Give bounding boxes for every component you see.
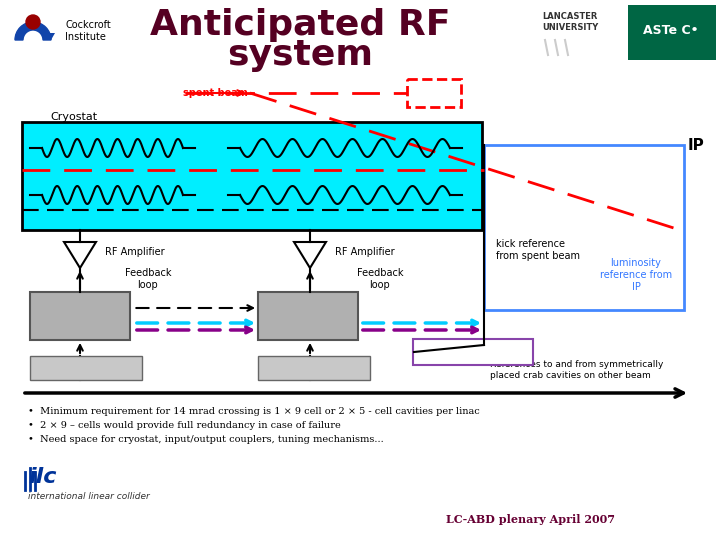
Bar (628, 5, 716, 60)
Text: Anticipated RF: Anticipated RF (150, 8, 450, 42)
Bar (30, 356, 142, 380)
Text: LC-ABD plenary April 2007: LC-ABD plenary April 2007 (446, 514, 614, 525)
Text: RF Amplifier: RF Amplifier (105, 247, 165, 257)
Text: LANCASTER
UNIVERSITY: LANCASTER UNIVERSITY (542, 12, 598, 32)
Text: ~ 14 m: ~ 14 m (582, 218, 624, 228)
Bar (484, 145, 684, 310)
Text: RF Amplifier: RF Amplifier (335, 247, 395, 257)
Text: Reference Phase 1: Reference Phase 1 (272, 363, 356, 373)
Text: Feedback
loop: Feedback loop (356, 268, 403, 289)
Text: system: system (227, 38, 373, 72)
FancyBboxPatch shape (407, 79, 461, 107)
Text: Reference Phase 2: Reference Phase 2 (44, 363, 128, 373)
Bar (258, 292, 358, 340)
Text: international linear collider: international linear collider (28, 492, 150, 501)
Text: Cockcroft
Institute: Cockcroft Institute (65, 20, 111, 42)
Text: •  Minimum requirement for 14 mrad crossing is 1 × 9 cell or 2 × 5 - cell caviti: • Minimum requirement for 14 mrad crossi… (28, 407, 480, 416)
Text: •  Need space for cryostat, input/output couplers, tuning mechanisms...: • Need space for cryostat, input/output … (28, 435, 384, 444)
Text: ilc: ilc (28, 467, 56, 487)
Text: luminosity
reference from
IP: luminosity reference from IP (600, 258, 672, 292)
Text: IP: IP (688, 138, 704, 152)
Bar (30, 292, 130, 340)
Text: spent beam: spent beam (184, 88, 248, 98)
Text: BPM: BPM (418, 86, 449, 99)
Text: Feedback
loop: Feedback loop (125, 268, 171, 289)
Circle shape (26, 15, 40, 29)
FancyBboxPatch shape (413, 339, 533, 365)
Text: •  2 × 9 – cells would provide full redundancy in case of failure: • 2 × 9 – cells would provide full redun… (28, 421, 341, 430)
Wedge shape (15, 22, 51, 40)
Text: DSP Phase
Control: DSP Phase Control (54, 305, 106, 327)
Text: kick reference
from spent beam: kick reference from spent beam (496, 239, 580, 261)
Polygon shape (45, 33, 55, 40)
Text: ASTe C•: ASTe C• (643, 24, 698, 37)
Text: DSP Phase
Control: DSP Phase Control (282, 305, 334, 327)
Text: Cryostat: Cryostat (50, 112, 97, 122)
Text: References to and from symmetrically
placed crab cavities on other beam: References to and from symmetrically pla… (490, 360, 663, 380)
Text: Linac timing: Linac timing (441, 347, 505, 357)
Bar (258, 356, 370, 380)
Bar (22, 122, 482, 230)
